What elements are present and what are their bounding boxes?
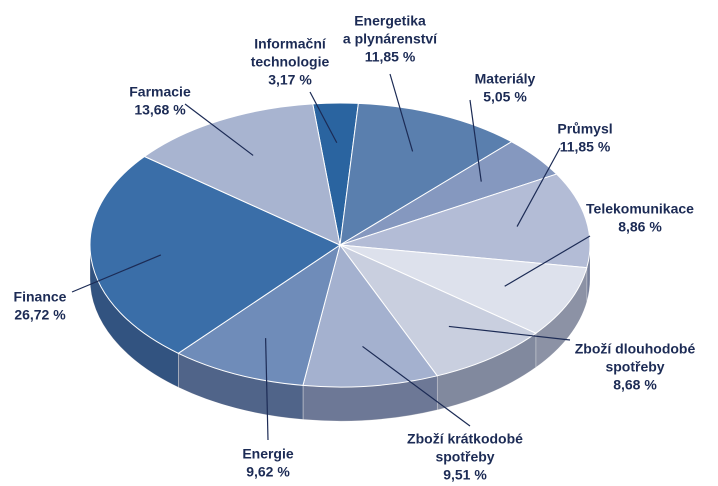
value-label: 8,68 % bbox=[613, 377, 657, 393]
value-label: 11,85 % bbox=[560, 139, 611, 155]
slice-label: Materiály bbox=[475, 71, 536, 87]
value-label: 9,62 % bbox=[246, 464, 290, 480]
slice-label: Průmysl bbox=[557, 121, 612, 137]
slice-side-shade bbox=[437, 333, 536, 410]
slice-label: Zboží krátkodobé bbox=[407, 431, 523, 447]
slice-label: Informační bbox=[254, 36, 327, 52]
slice-label: technologie bbox=[251, 54, 330, 70]
leader-line bbox=[389, 73, 414, 152]
leader-line bbox=[362, 345, 471, 427]
value-label: 26,72 % bbox=[14, 307, 66, 323]
slice bbox=[338, 243, 537, 377]
slice-label: Farmacie bbox=[129, 84, 191, 100]
slice-label: a plynárenství bbox=[343, 31, 438, 47]
leader-line bbox=[184, 103, 254, 156]
leader-line bbox=[448, 325, 571, 341]
slice bbox=[302, 243, 439, 388]
slice bbox=[143, 103, 341, 246]
value-label: 8,86 % bbox=[618, 219, 662, 235]
slice-label: Finance bbox=[14, 289, 67, 305]
slice-side-shade bbox=[90, 245, 179, 388]
leader-line bbox=[469, 99, 482, 182]
leader-line bbox=[71, 254, 162, 293]
slice-label: Zboží dlouhodobé bbox=[575, 341, 696, 357]
slice bbox=[339, 173, 591, 269]
slice-label: Energetika bbox=[354, 13, 426, 29]
value-label: 13,68 % bbox=[134, 102, 186, 118]
value-label: 11,85 % bbox=[365, 49, 416, 65]
slice-label: spotřeby bbox=[605, 359, 664, 375]
value-label: 9,51 % bbox=[443, 467, 487, 483]
slice-label: spotřeby bbox=[435, 449, 494, 465]
slice-side-shade bbox=[178, 353, 303, 420]
value-label: 5,05 % bbox=[483, 89, 527, 105]
leader-line bbox=[516, 147, 561, 227]
slice-label: Telekomunikace bbox=[586, 201, 694, 217]
slice bbox=[89, 155, 342, 354]
slice bbox=[339, 102, 513, 246]
slice-side-shade bbox=[535, 267, 587, 368]
slice bbox=[339, 244, 588, 334]
leader-line bbox=[265, 338, 269, 441]
slice-label: Energie bbox=[242, 446, 294, 462]
leader-line bbox=[309, 91, 338, 144]
value-label: 3,17 % bbox=[268, 72, 312, 88]
leader-line bbox=[504, 235, 591, 287]
slice bbox=[177, 243, 341, 386]
